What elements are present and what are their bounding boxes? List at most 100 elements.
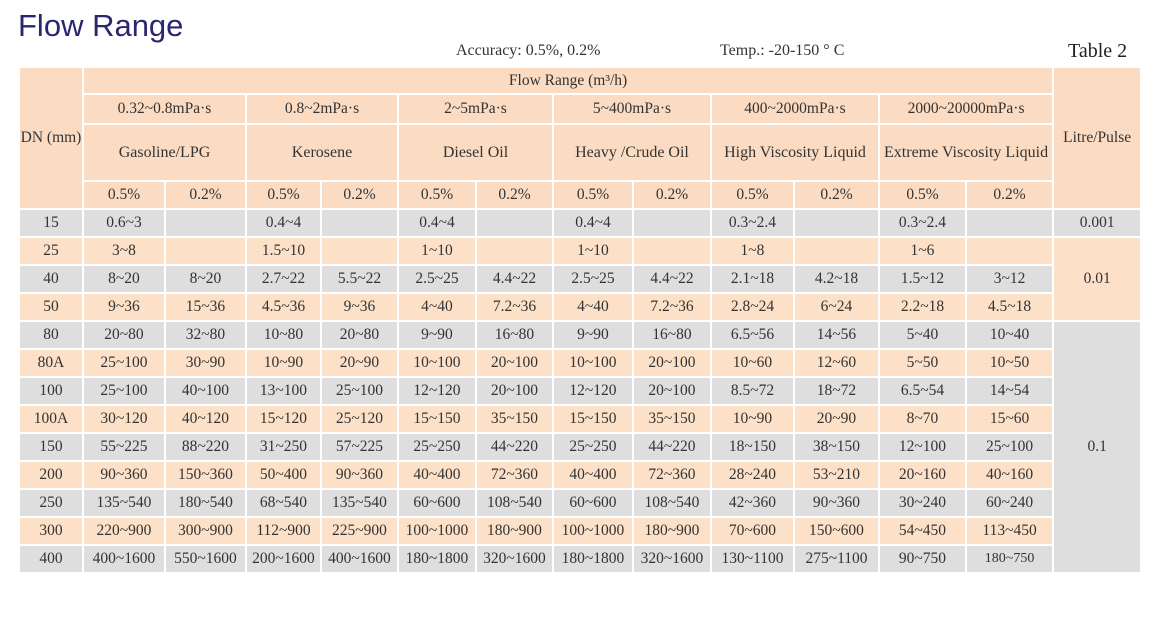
flow-range-cell: 90~360 <box>320 460 399 490</box>
flow-range-cell: 20~90 <box>793 404 880 434</box>
accuracy-header: 0.5% <box>710 180 795 210</box>
accuracy-header: 0.2% <box>320 180 399 210</box>
flow-range-cell: 42~360 <box>710 488 795 518</box>
flow-range-cell: 180~1800 <box>552 544 634 574</box>
flow-range-cell <box>964 208 1055 238</box>
flow-range-cell: 2.1~18 <box>710 264 795 294</box>
flow-range-cell: 12~120 <box>552 376 634 406</box>
flow-range-cell: 320~1600 <box>632 544 712 574</box>
flow-range-cell <box>320 208 399 238</box>
flow-range-cell <box>632 208 712 238</box>
flow-range-cell: 15~36 <box>164 292 247 322</box>
dn-cell: 250 <box>18 488 84 518</box>
flow-range-cell: 0.4~4 <box>245 208 322 238</box>
flow-range-cell: 1~8 <box>710 236 795 266</box>
dn-cell: 300 <box>18 516 84 546</box>
flow-range-cell: 16~80 <box>475 320 554 350</box>
flow-range-cell: 10~80 <box>245 320 322 350</box>
flow-range-cell: 72~360 <box>632 460 712 490</box>
flow-range-cell: 12~60 <box>793 348 880 378</box>
dn-cell: 40 <box>18 264 84 294</box>
table-row: 80 20~80 32~80 10~80 20~80 9~90 16~80 9~90 16~80… <box>18 320 1143 574</box>
flow-range-cell: 18~72 <box>793 376 880 406</box>
flow-range-cell: 7.2~36 <box>475 292 554 322</box>
flow-range-cell: 200~1600 <box>245 544 322 574</box>
flow-range-cell: 40~400 <box>397 460 477 490</box>
table-row: 50 9~36 15~36 4.5~36 9~36 4~40 7.2~36 4~40 7.2~3… <box>18 292 1141 322</box>
flow-range-cell: 150~600 <box>793 516 880 546</box>
viscosity-header: 0.32~0.8mPa·s <box>82 93 247 125</box>
flow-range-cell: 113~450 <box>964 516 1055 546</box>
accuracy-header: 0.2% <box>475 180 554 210</box>
flow-range-cell <box>632 236 712 266</box>
flow-range-cell: 2.7~22 <box>245 264 322 294</box>
flow-range-cell <box>475 236 554 266</box>
flow-range-cell: 20~100 <box>475 348 554 378</box>
flow-range-cell <box>793 208 880 238</box>
flow-range-cell: 3~8 <box>82 236 166 266</box>
flow-range-cell: 4.4~22 <box>632 264 712 294</box>
flow-range-cell: 112~900 <box>245 516 322 546</box>
flow-range-cell: 35~150 <box>632 404 712 434</box>
flow-range-cell: 6~24 <box>793 292 880 322</box>
flow-range-cell: 550~1600 <box>164 544 247 574</box>
flow-range-cell: 8.5~72 <box>710 376 795 406</box>
flow-range-cell: 40~120 <box>164 404 247 434</box>
flow-range-cell: 31~250 <box>245 432 322 462</box>
accuracy-header: 0.2% <box>964 180 1055 210</box>
table-row: 100 25~100 40~100 13~100 25~100 12~120 20~100 1… <box>18 376 1141 406</box>
flow-range-cell: 100~1000 <box>552 516 634 546</box>
litre-pulse-cell: 0.1 <box>1052 320 1143 574</box>
flow-range-cell: 4.2~18 <box>793 264 880 294</box>
flow-range-cell: 20~160 <box>878 460 967 490</box>
flow-range-cell: 25~120 <box>320 404 399 434</box>
flow-range-cell: 400~1600 <box>320 544 399 574</box>
flow-range-cell: 20~80 <box>82 320 166 350</box>
flow-range-cell: 55~225 <box>82 432 166 462</box>
flow-range-cell: 8~70 <box>878 404 967 434</box>
temperature-note: Temp.: -20-150 ° C <box>720 42 845 59</box>
flow-range-cell: 8~20 <box>82 264 166 294</box>
accuracy-note: Accuracy: 0.5%, 0.2% <box>456 42 601 59</box>
viscosity-header: 400~2000mPa·s <box>710 93 880 125</box>
flow-range-cell: 15~60 <box>964 404 1055 434</box>
dn-cell: 80 <box>18 320 84 350</box>
dn-cell: 100 <box>18 376 84 406</box>
flow-range-cell: 25~100 <box>964 432 1055 462</box>
flow-range-cell: 108~540 <box>632 488 712 518</box>
flow-range-cell: 90~750 <box>878 544 967 574</box>
flow-range-cell: 40~100 <box>164 376 247 406</box>
flow-range-cell: 10~100 <box>397 348 477 378</box>
accuracy-header: 0.2% <box>632 180 712 210</box>
table-row: 15 0.6~3 0.4~4 0.4~4 0.4~4 0.3~2.4 0.3~2.4 0.00… <box>18 208 1143 238</box>
dn-header: DN (mm) <box>18 66 84 210</box>
table-row: 150 55~225 88~220 31~250 57~225 25~250 44~220 2… <box>18 432 1141 462</box>
flow-range-cell <box>164 236 247 266</box>
flow-range-cell: 70~600 <box>710 516 795 546</box>
flow-range-cell <box>320 236 399 266</box>
flow-range-cell: 2.5~25 <box>552 264 634 294</box>
litre-pulse-cell: 0.001 <box>1052 208 1143 238</box>
flow-range-cell: 10~100 <box>552 348 634 378</box>
header-row-viscosity: 0.32~0.8mPa·s 0.8~2mPa·s 2~5mPa·s 5~400mPa·… <box>19 93 1141 125</box>
flow-range-cell <box>475 208 554 238</box>
viscosity-header: 5~400mPa·s <box>552 93 712 125</box>
flow-range-cell: 20~100 <box>632 348 712 378</box>
page-title: Flow Range <box>18 8 184 43</box>
dn-cell: 200 <box>18 460 84 490</box>
flow-range-cell <box>964 236 1055 266</box>
flow-range-cell: 20~80 <box>320 320 399 350</box>
table-row: 250 135~540 180~540 68~540 135~540 60~600 108~… <box>18 488 1141 518</box>
table-row: 25 3~8 1.5~10 1~10 1~10 1~8 1~6 0.01 <box>18 236 1143 322</box>
flow-range-cell: 10~60 <box>710 348 795 378</box>
flow-range-cell: 30~120 <box>82 404 166 434</box>
flow-range-cell: 10~40 <box>964 320 1055 350</box>
flow-range-cell: 35~150 <box>475 404 554 434</box>
flow-range-cell: 0.3~2.4 <box>710 208 795 238</box>
header-row-fluid: Gasoline/LPG Kerosene Diesel Oil Heavy /Cru… <box>19 123 1141 182</box>
flow-range-cell: 57~225 <box>320 432 399 462</box>
flow-range-cell: 9~36 <box>320 292 399 322</box>
flow-range-cell: 25~100 <box>82 348 166 378</box>
flow-range-cell: 5.5~22 <box>320 264 399 294</box>
flow-range-cell: 180~540 <box>164 488 247 518</box>
